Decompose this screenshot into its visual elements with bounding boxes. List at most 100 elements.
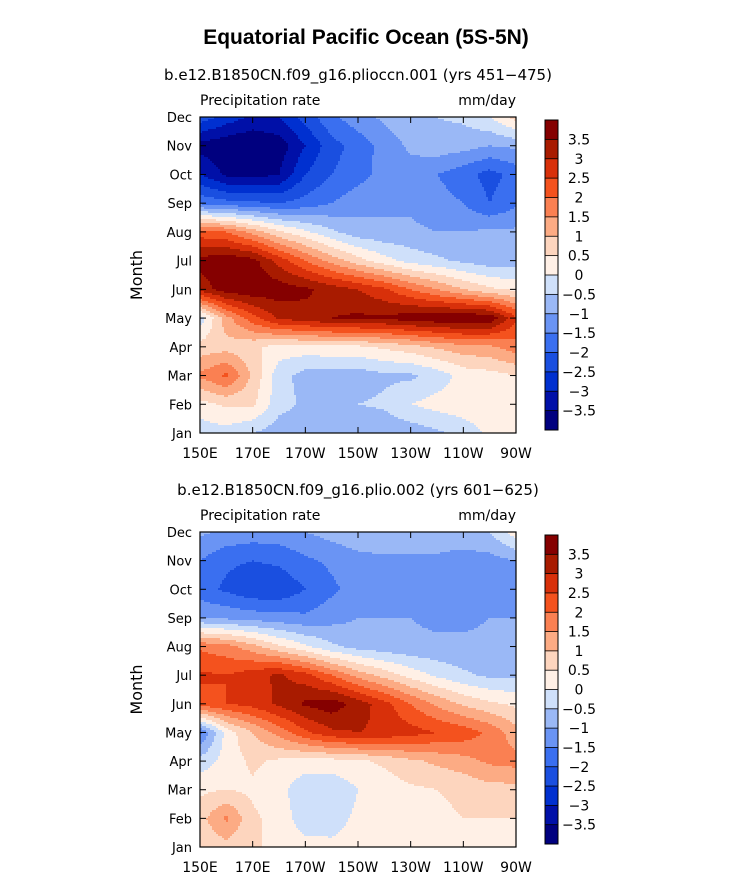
- colorbar-box: [545, 294, 558, 315]
- colorbar-label: 0.5: [568, 663, 590, 679]
- colorbar-box: [545, 333, 558, 353]
- y-tick-label: May: [165, 312, 192, 327]
- colorbar-box: [545, 747, 558, 768]
- colorbar-label: −1: [569, 721, 590, 737]
- colorbar-box: [545, 708, 558, 729]
- colorbar-box: [545, 824, 558, 845]
- subtitle-left: Precipitation rate: [200, 508, 320, 524]
- colorbar-label: −1: [569, 307, 590, 323]
- colorbar-box: [545, 535, 558, 555]
- y-tick-label: Sep: [167, 197, 192, 212]
- colorbar-box: [545, 689, 558, 710]
- colorbar-box: [545, 631, 558, 652]
- colorbar-label: 0.5: [568, 249, 590, 265]
- colorbar-label: −3.5: [562, 404, 596, 420]
- colorbar-label: 3.5: [568, 547, 590, 563]
- x-tick-label: 110W: [443, 860, 484, 876]
- colorbar-label: 2: [575, 605, 584, 621]
- figure-title: Equatorial Pacific Ocean (5S-5N): [203, 26, 529, 49]
- panel-title: b.e12.B1850CN.f09_g16.plioccn.001 (yrs 4…: [164, 66, 552, 85]
- y-tick-label: May: [165, 726, 192, 741]
- colorbar-box: [545, 728, 558, 748]
- colorbar-label: −2.5: [562, 365, 596, 381]
- colorbar-label: 3: [575, 567, 584, 583]
- colorbar-box: [545, 313, 558, 334]
- panel-plio: b.e12.B1850CN.f09_g16.plio.002 (yrs 601−…: [127, 481, 596, 876]
- colorbar-label: 1: [575, 229, 584, 245]
- y-tick-label: Dec: [167, 526, 192, 541]
- colorbar-box: [545, 805, 558, 825]
- contour-field: [200, 532, 516, 847]
- y-tick-label: Feb: [169, 812, 192, 827]
- y-tick-label: Aug: [167, 226, 192, 241]
- y-tick-label: Apr: [170, 341, 193, 356]
- y-tick-label: Apr: [170, 755, 193, 770]
- colorbar-box: [545, 158, 558, 179]
- x-tick-label: 170E: [235, 446, 271, 462]
- colorbar-box: [545, 216, 558, 237]
- x-tick-label: 130W: [390, 860, 431, 876]
- x-tick-label: 90W: [500, 446, 532, 462]
- colorbar-label: −2: [569, 346, 590, 362]
- colorbar-box: [545, 371, 558, 392]
- x-tick-label: 170W: [285, 860, 326, 876]
- colorbar-label: 1.5: [568, 210, 590, 226]
- subtitle-right: mm/day: [458, 93, 516, 109]
- colorbar-box: [545, 120, 558, 140]
- colorbar-box: [545, 410, 558, 431]
- y-tick-label: Dec: [167, 111, 192, 126]
- colorbar-label: 1: [575, 644, 584, 660]
- colorbar-box: [545, 352, 558, 373]
- x-tick-label: 170E: [235, 860, 271, 876]
- x-tick-label: 90W: [500, 860, 532, 876]
- colorbar-label: −3: [569, 384, 590, 400]
- x-tick-label: 170W: [285, 446, 326, 462]
- colorbar-label: 1.5: [568, 625, 590, 641]
- y-tick-label: Jul: [175, 255, 192, 270]
- colorbar-label: −1.5: [562, 326, 596, 342]
- y-tick-label: Mar: [167, 370, 192, 385]
- colorbar-box: [545, 139, 558, 160]
- colorbar-box: [545, 612, 558, 632]
- colorbar: 3.5 3 2.5 2 1.5 1 0.5 0 −0.5 −1 −1.5 −2 −2.5 −3 −3.5: [544, 119, 596, 431]
- y-tick-label: Nov: [167, 555, 193, 570]
- panel-title: b.e12.B1850CN.f09_g16.plio.002 (yrs 601−…: [177, 481, 539, 500]
- colorbar-box: [545, 391, 558, 411]
- colorbar-box: [545, 275, 558, 295]
- y-tick-label: Aug: [167, 641, 192, 656]
- y-axis-label: Month: [127, 664, 146, 714]
- colorbar-label: −2: [569, 760, 590, 776]
- colorbar-label: −2.5: [562, 779, 596, 795]
- colorbar-box: [545, 592, 558, 613]
- colorbar-box: [545, 554, 558, 574]
- colorbar-label: 0: [575, 683, 584, 699]
- y-tick-label: Jan: [171, 427, 192, 442]
- colorbar-label: 3.5: [568, 132, 590, 148]
- y-tick-label: Feb: [169, 398, 192, 413]
- colorbar-label: 2.5: [568, 171, 590, 187]
- colorbar-box: [545, 255, 558, 276]
- y-tick-label: Mar: [167, 784, 192, 799]
- y-tick-label: Oct: [170, 583, 192, 598]
- colorbar-box: [545, 766, 558, 787]
- colorbar-label: −0.5: [562, 287, 596, 303]
- subtitle-right: mm/day: [458, 508, 516, 524]
- colorbar-label: −3: [569, 798, 590, 814]
- colorbar-label: −1.5: [562, 740, 596, 756]
- subtitle-left: Precipitation rate: [200, 93, 320, 109]
- y-tick-label: Nov: [167, 140, 193, 155]
- panel-plioccn: b.e12.B1850CN.f09_g16.plioccn.001 (yrs 4…: [127, 66, 596, 462]
- colorbar-label: −0.5: [562, 702, 596, 718]
- colorbar-label: 3: [575, 152, 584, 168]
- y-tick-label: Sep: [167, 612, 192, 627]
- y-axis-label: Month: [127, 250, 146, 300]
- y-tick-label: Jul: [175, 669, 192, 684]
- colorbar-box: [545, 573, 558, 594]
- y-tick-label: Jun: [171, 283, 192, 298]
- colorbar-box: [545, 650, 558, 671]
- x-tick-label: 110W: [443, 446, 484, 462]
- x-tick-label: 150W: [338, 860, 379, 876]
- colorbar-box: [545, 236, 558, 256]
- contour-field: [200, 117, 516, 433]
